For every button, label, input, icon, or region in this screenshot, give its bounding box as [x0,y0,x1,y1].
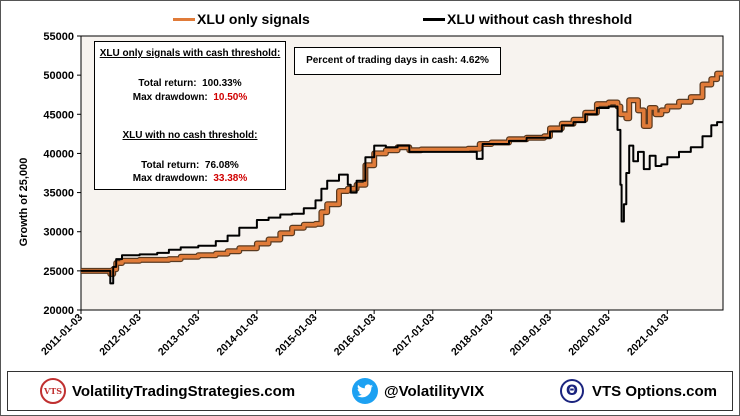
theta-logo-icon: Θ [560,379,584,403]
max-drawdown-label: Max drawdown: [132,92,208,103]
y-tick-label: 30000 [43,227,74,239]
y-tick-label: 25000 [43,266,74,278]
total-return-value: 76.08% [204,160,239,171]
x-tick-label: 2016-01-03 [332,312,379,359]
legend-swatch-no-cash [423,17,445,21]
footer-website[interactable]: VTS VolatilityTradingStrategies.com [40,372,295,410]
y-tick-label: 40000 [43,148,74,160]
x-tick-label: 2019-01-03 [508,312,555,359]
footer-options[interactable]: Θ VTS Options.com [560,372,717,410]
total-return-signals: Total return: 100.33% [95,78,285,89]
legend-label-signals: XLU only signals [197,11,310,27]
series-line-signals [81,71,723,276]
total-return-label: Total return: [141,160,200,171]
x-tick-label: 2014-01-03 [215,312,262,359]
x-tick-label: 2021-01-03 [625,312,672,359]
footer-bar: VTS VolatilityTradingStrategies.com @Vol… [7,371,733,411]
website-link[interactable]: VolatilityTradingStrategies.com [72,382,296,400]
y-tick-label: 55000 [43,31,74,43]
y-tick-label: 20000 [43,305,74,317]
x-tick-label: 2018-01-03 [449,312,496,359]
chart-legend: XLU only signals XLU without cash thresh… [1,9,740,31]
max-drawdown-label: Max drawdown: [132,173,208,184]
legend-item-no-cash: XLU without cash threshold [423,11,632,27]
stats-header-no-cash: XLU with no cash threshold: [122,130,258,141]
cash-days-box: Percent of trading days in cash: 4.62% [294,47,501,75]
stats-box: XLU only signals with cash threshold: To… [94,41,286,190]
y-tick-label: 35000 [43,188,74,200]
legend-item-signals: XLU only signals [173,11,310,27]
options-link[interactable]: VTS Options.com [592,382,718,400]
max-drawdown-value: 33.38% [213,173,248,184]
twitter-handle-link[interactable]: @VolatilityVIX [384,382,485,400]
x-tick-label: 2011-01-03 [39,312,85,358]
x-tick-label: 2012-01-03 [97,312,144,359]
total-return-no-cash: Total return: 76.08% [95,160,285,171]
x-tick-label: 2013-01-03 [156,312,203,359]
total-return-value: 100.33% [202,78,242,89]
vts-logo-icon: VTS [40,378,66,404]
footer-twitter[interactable]: @VolatilityVIX [352,372,484,410]
x-tick-label: 2017-01-03 [390,312,437,359]
x-tick-label: 2020-01-03 [566,312,613,359]
max-drawdown-no-cash: Max drawdown: 33.38% [95,173,285,184]
y-tick-label: 45000 [43,109,74,121]
x-tick-label: 2015-01-03 [273,312,320,359]
series-line-no-cash [81,105,723,285]
total-return-label: Total return: [138,78,197,89]
max-drawdown-signals: Max drawdown: 10.50% [95,92,285,103]
legend-label-no-cash: XLU without cash threshold [447,11,633,27]
max-drawdown-value: 10.50% [213,92,248,103]
legend-swatch-signals [173,17,195,21]
y-tick-label: 50000 [43,70,74,82]
twitter-bird-icon [352,378,378,404]
stats-header-signals: XLU only signals with cash threshold: [99,48,281,59]
